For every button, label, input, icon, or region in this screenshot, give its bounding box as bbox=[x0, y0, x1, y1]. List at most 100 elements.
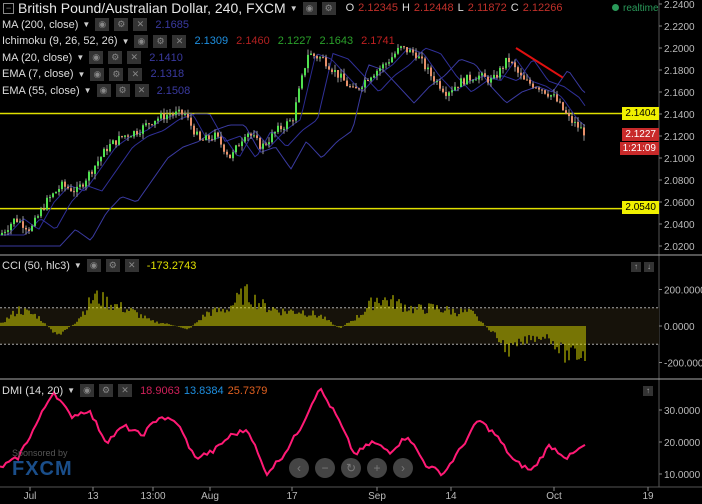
dmi-legend[interactable]: DMI (14, 20) ▼ ◉ ⚙ ✕ 18.9063 13.8384 25.737… bbox=[2, 384, 267, 397]
gear-icon[interactable]: ⚙ bbox=[115, 84, 130, 97]
candle bbox=[322, 57, 324, 59]
candle bbox=[412, 49, 414, 53]
candle bbox=[133, 131, 135, 137]
close-icon[interactable]: ✕ bbox=[172, 34, 187, 48]
candle bbox=[370, 77, 372, 81]
close-icon[interactable]: ✕ bbox=[127, 51, 142, 64]
gear-icon[interactable]: ⚙ bbox=[114, 18, 129, 31]
y-tick-label: -200.0000 bbox=[664, 359, 702, 370]
indicator-legend[interactable]: EMA (55, close) ▼ ◉ ⚙ ✕ 2.1508 bbox=[2, 84, 190, 97]
gear-icon[interactable]: ⚙ bbox=[108, 51, 123, 64]
candle bbox=[100, 156, 102, 162]
chart-title: British Pound/Australian Dollar, 240, FX… bbox=[18, 0, 286, 16]
chevron-down-icon[interactable]: ▼ bbox=[73, 261, 82, 270]
indicator-legend[interactable]: EMA (7, close) ▼ ◉ ⚙ ✕ 2.1318 bbox=[2, 67, 184, 81]
scroll-right-button[interactable]: › bbox=[393, 458, 413, 478]
candle bbox=[85, 180, 87, 187]
candle bbox=[409, 49, 411, 53]
candle bbox=[454, 86, 456, 91]
candle bbox=[28, 229, 30, 231]
candle bbox=[469, 74, 471, 81]
close-icon[interactable]: ✕ bbox=[118, 384, 133, 397]
y-tick-label: 2.1200 bbox=[664, 132, 695, 143]
eye-icon[interactable]: ◉ bbox=[302, 1, 317, 15]
y-tick-label: 0.0000 bbox=[664, 322, 695, 333]
candle bbox=[211, 139, 213, 141]
candle bbox=[460, 78, 462, 87]
candle bbox=[397, 47, 399, 54]
cci-label: CCI (50, hlc3) bbox=[2, 259, 70, 272]
x-tick-label: Oct bbox=[546, 491, 562, 502]
chevron-down-icon[interactable]: ▼ bbox=[289, 3, 298, 13]
zoom-out-button[interactable]: − bbox=[315, 458, 335, 478]
gear-icon[interactable]: ⚙ bbox=[321, 1, 336, 15]
eye-icon[interactable]: ◉ bbox=[90, 67, 105, 81]
candle bbox=[283, 128, 285, 130]
candle bbox=[262, 143, 264, 149]
move-up-icon[interactable]: ↑ bbox=[643, 386, 653, 396]
reset-button[interactable]: ↻ bbox=[341, 458, 361, 478]
y-tick-label: 2.0600 bbox=[664, 198, 695, 209]
y-tick-label: 2.0200 bbox=[664, 242, 695, 253]
eye-icon[interactable]: ◉ bbox=[96, 84, 111, 97]
chevron-down-icon[interactable]: ▼ bbox=[67, 386, 76, 395]
scroll-left-button[interactable]: ‹ bbox=[289, 458, 309, 478]
close-icon[interactable]: ✕ bbox=[134, 84, 149, 97]
candle bbox=[61, 181, 63, 190]
candle bbox=[22, 221, 24, 228]
dmi-value: 18.9063 bbox=[140, 384, 180, 397]
candle bbox=[127, 135, 129, 137]
candle bbox=[556, 94, 558, 102]
chevron-down-icon[interactable]: ▼ bbox=[77, 69, 86, 79]
gear-icon[interactable]: ⚙ bbox=[153, 34, 168, 48]
eye-icon[interactable]: ◉ bbox=[134, 34, 149, 48]
gear-icon[interactable]: ⚙ bbox=[99, 384, 114, 397]
eye-icon[interactable]: ◉ bbox=[80, 384, 95, 397]
symbol-legend[interactable]: − British Pound/Australian Dollar, 240, … bbox=[2, 0, 562, 16]
candle bbox=[238, 145, 240, 147]
candle bbox=[472, 80, 474, 82]
gear-icon[interactable]: ⚙ bbox=[105, 259, 120, 272]
candle bbox=[373, 75, 375, 78]
chevron-down-icon[interactable]: ▼ bbox=[82, 20, 91, 29]
candle bbox=[394, 53, 396, 58]
close-icon[interactable]: ✕ bbox=[128, 67, 143, 81]
close-icon[interactable]: ✕ bbox=[133, 18, 148, 31]
trendline bbox=[515, 47, 564, 79]
eye-icon[interactable]: ◉ bbox=[95, 18, 110, 31]
candle bbox=[349, 86, 351, 88]
zoom-in-button[interactable]: + bbox=[367, 458, 387, 478]
y-tick-label: 10.0000 bbox=[664, 470, 701, 481]
eye-icon[interactable]: ◉ bbox=[89, 51, 104, 64]
eye-icon[interactable]: ◉ bbox=[86, 259, 101, 272]
y-tick-label: 2.1000 bbox=[664, 154, 695, 165]
chevron-down-icon[interactable]: ▼ bbox=[83, 86, 92, 95]
collapse-icon[interactable]: − bbox=[3, 2, 14, 14]
candle bbox=[4, 231, 6, 233]
cci-legend[interactable]: CCI (50, hlc3) ▼ ◉ ⚙ ✕ -173.2743 bbox=[2, 259, 196, 272]
move-up-icon[interactable]: ↑ bbox=[631, 262, 641, 272]
candle bbox=[493, 74, 495, 79]
chevron-down-icon[interactable]: ▼ bbox=[76, 53, 85, 62]
indicator-legend[interactable]: MA (200, close) ▼ ◉ ⚙ ✕ 2.1685 bbox=[2, 18, 189, 31]
y-tick-label: 2.0800 bbox=[664, 176, 695, 187]
indicator-value: 2.1741 bbox=[361, 35, 395, 47]
candle bbox=[319, 57, 321, 59]
candle bbox=[217, 132, 219, 137]
candle bbox=[415, 52, 417, 59]
candle bbox=[448, 92, 450, 96]
candle bbox=[478, 75, 480, 80]
candle bbox=[166, 114, 168, 120]
candle bbox=[439, 81, 441, 89]
close-icon[interactable]: ✕ bbox=[124, 259, 139, 272]
indicator-legend[interactable]: Ichimoku (9, 26, 52, 26) ▼ ◉ ⚙ ✕ 2.1309 2.1460… bbox=[2, 34, 395, 48]
candle bbox=[427, 67, 429, 70]
candle bbox=[580, 127, 582, 129]
indicator-value: 2.1685 bbox=[155, 18, 189, 31]
indicator-legend[interactable]: MA (20, close) ▼ ◉ ⚙ ✕ 2.1410 bbox=[2, 51, 183, 64]
chevron-down-icon[interactable]: ▼ bbox=[121, 36, 130, 46]
gear-icon[interactable]: ⚙ bbox=[109, 67, 124, 81]
candle bbox=[49, 197, 51, 199]
move-down-icon[interactable]: ↓ bbox=[644, 262, 654, 272]
